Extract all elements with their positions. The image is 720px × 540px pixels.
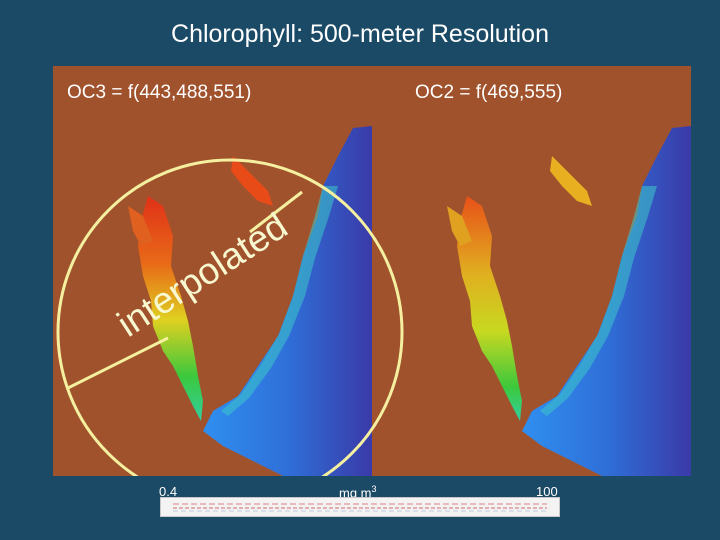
- map-panel-oc2: [372, 66, 691, 476]
- bay-area: [457, 196, 522, 421]
- color-scale-marks: [173, 503, 547, 512]
- upper-bay-2: [128, 206, 153, 246]
- upper-bay: [231, 156, 273, 206]
- panel-label-oc3: OC3 = f(443,488,551): [67, 82, 252, 103]
- scale-min-label: 0.4: [159, 484, 178, 499]
- color-scale-bar: [160, 497, 560, 517]
- scale-unit-text: mg m: [339, 485, 372, 501]
- panel-label-oc2: OC2 = f(469,555): [415, 82, 563, 103]
- annotation-circle: [56, 158, 404, 476]
- upper-bay-2: [447, 206, 472, 246]
- upper-bay: [550, 156, 592, 206]
- coastal-band: [221, 186, 338, 416]
- scale-unit-exponent: 3: [371, 484, 377, 494]
- bay-area: [138, 196, 203, 421]
- slide-title: Chlorophyll: 500-meter Resolution: [171, 20, 549, 48]
- annotation-line-lower: [67, 336, 169, 390]
- coastal-band: [540, 186, 657, 416]
- scale-unit-label: mg m3: [339, 484, 377, 500]
- map-panel-oc3: [53, 66, 372, 476]
- annotation-line-upper: [249, 190, 303, 234]
- scale-max-label: 100: [536, 484, 558, 499]
- chlorophyll-map-figure: interpolated: [53, 66, 691, 476]
